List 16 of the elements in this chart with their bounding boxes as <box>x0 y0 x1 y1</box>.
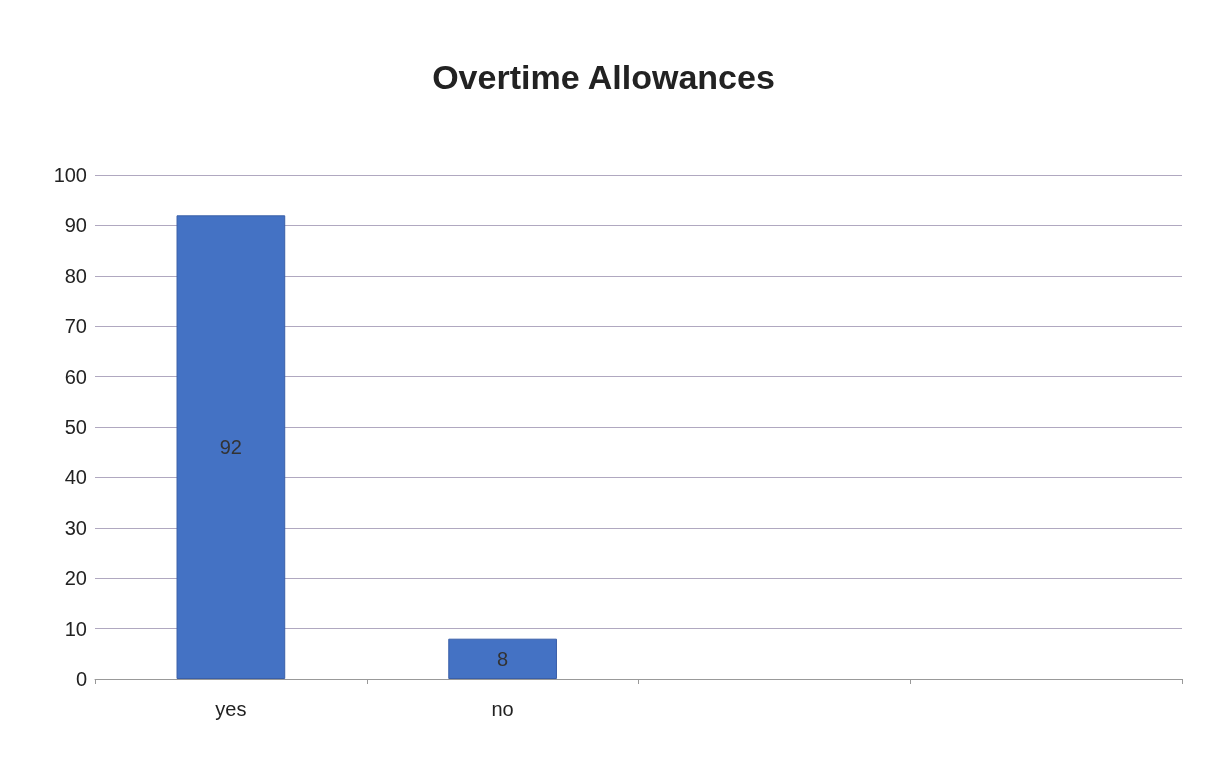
y-tick-label: 100 <box>53 164 87 186</box>
y-tick-label: 10 <box>64 617 87 640</box>
y-tick-label: 50 <box>64 416 87 438</box>
data-label: 92 <box>219 436 242 459</box>
y-tick-label: 30 <box>64 516 87 539</box>
y-tick-label: 0 <box>75 668 87 690</box>
y-tick-label: 60 <box>64 365 87 388</box>
chart-title: Overtime Allowances <box>432 58 775 96</box>
data-label: 8 <box>497 647 509 670</box>
y-tick-label: 90 <box>64 214 87 237</box>
y-tick-label: 20 <box>64 567 87 590</box>
y-tick-label: 70 <box>64 315 87 338</box>
x-tick-label: no <box>491 698 514 720</box>
y-tick-label: 40 <box>64 466 87 489</box>
y-tick-label: 80 <box>64 264 87 287</box>
x-tick-label: yes <box>215 698 247 720</box>
